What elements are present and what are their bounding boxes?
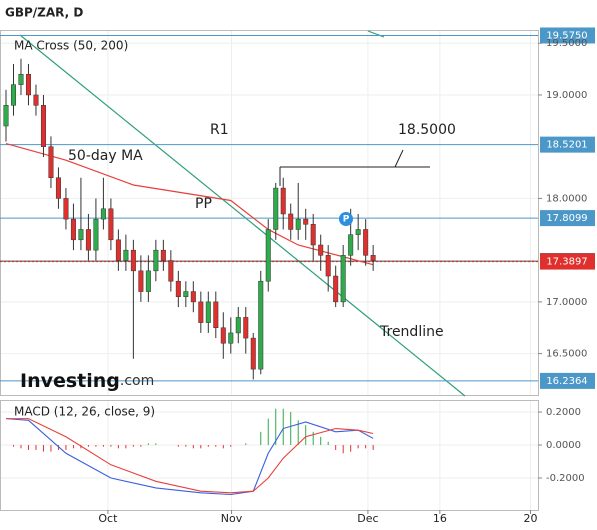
trendline bbox=[19, 34, 466, 397]
candle-body bbox=[18, 74, 24, 85]
candle-body bbox=[273, 187, 279, 230]
candle-body bbox=[370, 255, 376, 261]
candle-body bbox=[235, 317, 241, 334]
candle-body bbox=[48, 146, 54, 178]
candle-body bbox=[130, 249, 136, 272]
level-label: 16.2364 bbox=[546, 376, 587, 387]
x-tick-label: Dec bbox=[357, 512, 378, 525]
candle-body bbox=[55, 177, 61, 199]
candle-body bbox=[33, 94, 39, 106]
candle-body bbox=[190, 291, 196, 303]
candle-body bbox=[145, 270, 151, 292]
brand: Investing.com bbox=[20, 370, 154, 392]
level-label-box bbox=[540, 210, 595, 227]
candle-body bbox=[40, 105, 46, 147]
candle-body bbox=[265, 229, 271, 282]
chart-title: GBP/ZAR, D bbox=[5, 6, 83, 20]
candle-body bbox=[175, 280, 181, 297]
brand-name: Investing bbox=[20, 370, 120, 392]
candle-body bbox=[303, 218, 309, 225]
candle-body bbox=[63, 198, 69, 220]
annotation: 18.5000 bbox=[398, 122, 456, 138]
candle-body bbox=[310, 224, 316, 246]
pivot-label: P bbox=[343, 215, 350, 225]
annotation: Trendline bbox=[379, 324, 444, 340]
candle-body bbox=[325, 255, 331, 277]
candle-body bbox=[295, 218, 301, 230]
candle-body bbox=[250, 337, 256, 370]
candle-body bbox=[258, 280, 264, 370]
grid bbox=[0, 30, 538, 510]
candle-body bbox=[100, 208, 106, 220]
level-label-box bbox=[540, 27, 595, 44]
y-tick-label: 19.5000 bbox=[546, 38, 587, 49]
candle-body bbox=[3, 105, 9, 127]
annotation: R1 bbox=[210, 122, 229, 138]
macd-line bbox=[5, 418, 374, 494]
indicator-label: MA Cross (50, 200) bbox=[14, 39, 128, 53]
candle-body bbox=[10, 84, 16, 106]
y-tick-label: 17.0000 bbox=[546, 297, 587, 308]
x-tick-label: 20 bbox=[524, 512, 538, 525]
candle-body bbox=[243, 317, 249, 339]
plot: 19.575018.520117.809917.394017.389716.23… bbox=[0, 27, 595, 496]
candle-body bbox=[220, 327, 226, 344]
candle-body bbox=[115, 239, 121, 261]
candle-body bbox=[85, 229, 91, 251]
candle-body bbox=[318, 244, 324, 256]
candle-body bbox=[183, 291, 189, 297]
level-label: 17.3897 bbox=[546, 257, 587, 268]
brand-suffix: .com bbox=[120, 373, 154, 389]
annotation: PP bbox=[195, 196, 212, 212]
candle-body bbox=[213, 301, 219, 329]
level-label: 17.8099 bbox=[546, 213, 587, 224]
candle-body bbox=[340, 255, 346, 303]
macd-frame bbox=[0, 400, 539, 511]
candle-body bbox=[288, 213, 294, 230]
candle-body bbox=[333, 275, 339, 303]
level-label-box bbox=[540, 253, 595, 270]
candle-body bbox=[348, 234, 354, 256]
y-tick-label: -0.2000 bbox=[546, 473, 585, 484]
x-tick-label: Nov bbox=[221, 512, 243, 525]
candle-body bbox=[108, 208, 114, 241]
y-tick-label: 18.0000 bbox=[546, 193, 587, 204]
bracket bbox=[394, 149, 404, 168]
ma-line bbox=[5, 143, 374, 266]
x-tick-label: Oct bbox=[98, 512, 118, 525]
trendline-2 bbox=[367, 30, 385, 38]
candle-body bbox=[78, 229, 84, 241]
candle-body bbox=[280, 187, 286, 215]
x-tick-label: 16 bbox=[433, 512, 447, 525]
level-label-box bbox=[540, 136, 595, 153]
level-label: 18.5201 bbox=[546, 140, 587, 151]
macd-label: MACD (12, 26, close, 9) bbox=[14, 405, 155, 419]
candle-body bbox=[160, 249, 166, 261]
candle-body bbox=[70, 218, 76, 241]
y-tick-label: 0.0000 bbox=[546, 440, 581, 451]
candle-body bbox=[355, 229, 361, 235]
main-frame bbox=[0, 30, 539, 396]
candle-body bbox=[205, 301, 211, 323]
candle-body bbox=[363, 229, 369, 256]
level-label: 19.5750 bbox=[546, 30, 587, 41]
candle-body bbox=[168, 260, 174, 282]
y-tick-label: 0.2000 bbox=[546, 407, 581, 418]
candle-body bbox=[93, 218, 99, 251]
annotation: 50-day MA bbox=[68, 148, 143, 164]
level-label-box bbox=[540, 372, 595, 389]
candle-body bbox=[153, 249, 159, 272]
y-tick-label: 19.0000 bbox=[546, 90, 587, 101]
candle-body bbox=[228, 332, 234, 344]
candle-body bbox=[138, 270, 144, 292]
pivot-marker bbox=[339, 212, 353, 226]
candle-body bbox=[25, 74, 31, 96]
candle-body bbox=[123, 249, 129, 261]
candle-body bbox=[198, 301, 204, 323]
y-tick-label: 16.5000 bbox=[546, 349, 587, 360]
